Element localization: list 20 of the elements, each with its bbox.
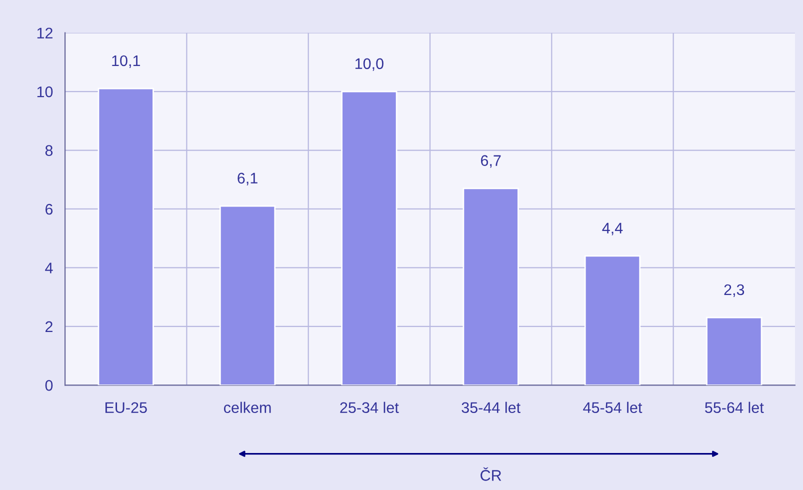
x-tick-label: 45-54 let [583, 402, 642, 414]
y-tick-label: 8 [45, 145, 53, 156]
y-tick-label: 6 [46, 204, 53, 215]
text: ČR [480, 467, 502, 481]
data-label: 2,3 [724, 284, 744, 297]
y-tick-label: 4 [45, 262, 53, 274]
x-tick-label: 55-64 let [705, 402, 764, 414]
y-tick-label: 0 [45, 380, 53, 391]
x-tick-label: 25-34 let [340, 402, 399, 414]
x-tick-label: celkem [224, 402, 271, 414]
data-label: 10,1 [112, 55, 140, 68]
data-label: 10,0 [355, 58, 384, 71]
y-tick-label: 2 [46, 321, 52, 332]
x-tick-label: 35-44 let [462, 402, 520, 414]
data-label: 4,4 [602, 222, 623, 236]
y-tick-label: 12 [37, 28, 52, 38]
y-tick-label: 10 [37, 86, 53, 98]
x-tick-label: EU-25 [105, 402, 147, 414]
data-label: 6,7 [480, 155, 501, 168]
data-label: 6,1 [238, 172, 258, 186]
